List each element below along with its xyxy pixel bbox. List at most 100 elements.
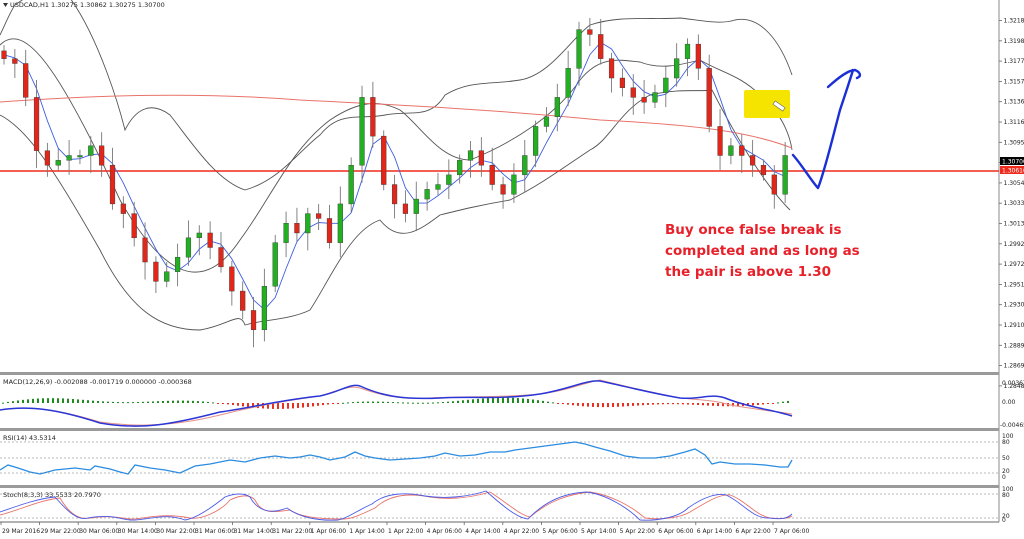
bearish-candle[interactable]	[478, 150, 484, 166]
bearish-candle[interactable]	[500, 184, 506, 195]
macd-bar	[17, 400, 19, 403]
bearish-candle[interactable]	[598, 34, 604, 59]
bullish-candle[interactable]	[55, 160, 61, 166]
bearish-candle[interactable]	[240, 290, 246, 311]
bearish-candle[interactable]	[218, 247, 224, 268]
bullish-candle[interactable]	[511, 174, 517, 195]
bearish-candle[interactable]	[706, 68, 712, 127]
bearish-candle[interactable]	[316, 213, 322, 219]
bullish-candle[interactable]	[348, 164, 354, 205]
bullish-candle[interactable]	[565, 68, 571, 98]
bearish-candle[interactable]	[120, 203, 126, 214]
bearish-candle[interactable]	[12, 58, 18, 64]
svg-text:0: 0	[1002, 474, 1006, 481]
bearish-candle[interactable]	[381, 135, 387, 185]
bullish-candle[interactable]	[413, 198, 419, 214]
bullish-candle[interactable]	[543, 116, 550, 127]
macd-bar	[302, 403, 304, 408]
bearish-candle[interactable]	[44, 150, 50, 166]
bullish-candle[interactable]	[359, 97, 365, 166]
bearish-candle[interactable]	[23, 63, 29, 98]
bearish-candle[interactable]	[391, 184, 398, 205]
bearish-candle[interactable]	[131, 213, 137, 239]
bearish-candle[interactable]	[207, 232, 213, 248]
macd-bar	[27, 399, 29, 403]
bearish-candle[interactable]	[587, 29, 593, 35]
dropdown-triangle-icon[interactable]	[3, 3, 8, 7]
bullish-candle[interactable]	[66, 155, 72, 161]
bullish-candle[interactable]	[77, 155, 83, 158]
macd-bar	[72, 399, 74, 403]
macd-bar	[402, 402, 404, 404]
bullish-candle[interactable]	[185, 237, 192, 258]
bullish-candle[interactable]	[446, 174, 452, 185]
bullish-candle[interactable]	[663, 77, 669, 93]
bullish-candle[interactable]	[424, 189, 430, 200]
bearish-candle[interactable]	[99, 145, 105, 166]
bearish-candle[interactable]	[294, 223, 300, 234]
bearish-candle[interactable]	[750, 155, 756, 166]
macd-bar	[382, 401, 384, 403]
bearish-candle[interactable]	[326, 218, 333, 243]
bearish-candle[interactable]	[33, 97, 40, 151]
price-axis[interactable]: 1.32185 1.31980 1.31775 1.31570 1.31365 1.311…	[999, 18, 1024, 390]
bullish-candle[interactable]	[554, 97, 560, 117]
macd-bar	[667, 403, 669, 405]
bearish-candle[interactable]	[695, 43, 701, 69]
bullish-candle[interactable]	[272, 242, 278, 287]
macd-bar	[422, 402, 424, 404]
bearish-candle[interactable]	[370, 97, 376, 137]
bearish-candle[interactable]	[1, 50, 7, 59]
bearish-candle[interactable]	[402, 203, 409, 214]
macd-bar	[227, 403, 229, 405]
bullish-candle[interactable]	[435, 184, 441, 190]
bearish-candle[interactable]	[142, 237, 148, 263]
bullish-candle[interactable]	[164, 271, 170, 282]
bullish-candle[interactable]	[522, 155, 528, 176]
bearish-candle[interactable]	[739, 145, 745, 156]
bearish-candle[interactable]	[153, 261, 159, 282]
bullish-candle[interactable]	[174, 256, 181, 272]
bearish-candle[interactable]	[771, 174, 777, 195]
bullish-candle[interactable]	[305, 213, 311, 234]
bullish-candle[interactable]	[533, 126, 539, 156]
bearish-candle[interactable]	[717, 126, 723, 156]
candlesticks[interactable]	[1, 17, 788, 348]
bearish-candle[interactable]	[641, 97, 647, 103]
bearish-candle[interactable]	[489, 164, 495, 185]
bullish-candle[interactable]	[728, 145, 734, 156]
svg-text:20: 20	[1002, 468, 1010, 475]
macd-bar	[662, 403, 664, 405]
bullish-candle[interactable]	[457, 160, 463, 176]
macd-bar	[577, 403, 579, 406]
bearish-candle[interactable]	[608, 58, 615, 79]
long-moving-average	[0, 94, 793, 149]
bullish-candle[interactable]	[337, 203, 343, 243]
bullish-candle[interactable]	[652, 92, 658, 103]
macd-bar	[752, 403, 754, 406]
bearish-candle[interactable]	[619, 77, 626, 88]
svg-text:1.30700: 1.30700	[1002, 159, 1024, 166]
macd-bar	[172, 400, 174, 403]
bullish-candle[interactable]	[674, 58, 680, 79]
bullish-candle[interactable]	[196, 232, 202, 239]
bearish-candle[interactable]	[760, 164, 767, 176]
bearish-candle[interactable]	[630, 87, 636, 98]
macd-bar	[462, 400, 464, 403]
bearish-candle[interactable]	[250, 310, 257, 331]
bullish-candle[interactable]	[261, 286, 267, 331]
macd-bar	[47, 398, 49, 403]
bullish-candle[interactable]	[684, 43, 691, 59]
bullish-candle[interactable]	[576, 29, 582, 69]
time-tick-label: 31 Mar 14:00	[234, 528, 274, 535]
bullish-candle[interactable]	[467, 150, 474, 161]
bullish-candle[interactable]	[88, 145, 94, 156]
bullish-candle[interactable]	[283, 223, 289, 243]
macd-bar	[117, 402, 119, 404]
price-panel[interactable]	[0, 0, 999, 372]
bullish-candle[interactable]	[782, 155, 788, 195]
bearish-candle[interactable]	[229, 266, 235, 292]
bearish-candle[interactable]	[109, 164, 116, 205]
